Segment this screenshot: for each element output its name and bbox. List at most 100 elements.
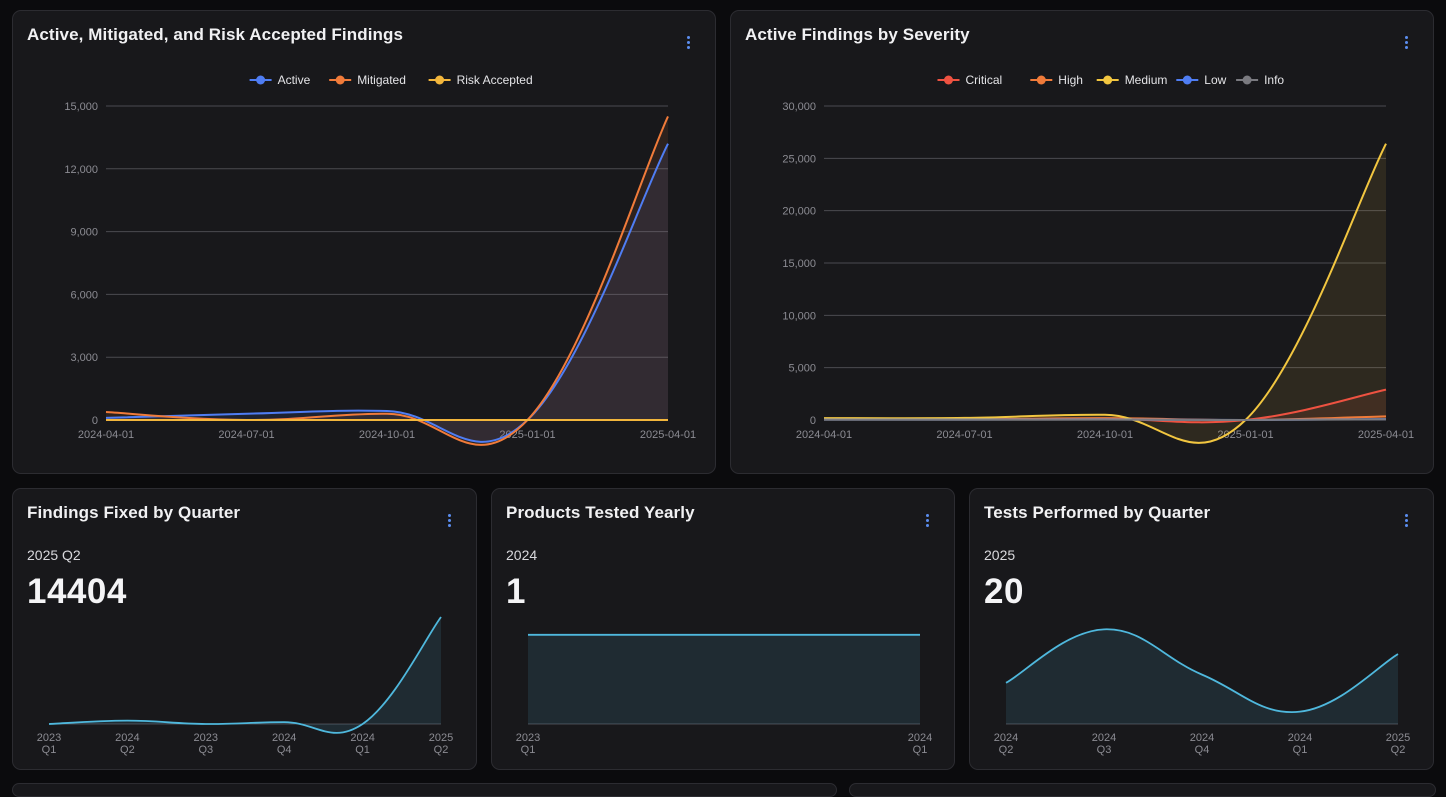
x-tick-year: 2024 [994,732,1018,744]
card-title: Tests Performed by Quarter [984,503,1211,522]
findings-status-card: Active, Mitigated, and Risk Accepted Fin… [12,10,716,474]
stat-period: 2024 [506,547,538,563]
y-tick-label: 5,000 [788,363,816,375]
x-tick-year: 2023 [516,732,540,744]
y-tick-label: 15,000 [64,101,98,113]
series-line-medium [823,143,1387,444]
legend-item-active: Active [249,73,311,87]
legend-swatch-dot [256,75,266,85]
legend-label: Medium [1125,73,1168,87]
x-tick-quarter: Q1 [1293,744,1308,756]
legend-label: High [1058,73,1083,87]
legend-item-mitigated: Mitigated [329,73,406,87]
x-tick-year: 2024 [272,732,296,744]
x-tick-year: 2024 [1288,732,1312,744]
x-tick-quarter: Q1 [913,744,928,756]
legend-swatch-dot [944,75,953,85]
sparkline-line [48,616,442,734]
y-tick-label: 15,000 [782,258,816,270]
legend-item-info: Info [1236,73,1284,87]
x-tick-quarter: Q1 [355,744,370,756]
findings-severity-chart: 0 5,000 10,000 15,000 20,000 25,000 30,000 2024… [782,73,1414,444]
legend-label: Info [1264,73,1284,87]
x-tick-label: 2025-04-01 [640,429,696,441]
sparkline-area [49,617,441,733]
legend-item-low: Low [1176,73,1227,87]
y-tick-label: 25,000 [782,153,816,165]
legend-item-risk-accepted: Risk Accepted [428,73,533,87]
x-tick-quarter: Q2 [434,744,449,756]
y-tick-label: 6,000 [70,289,98,301]
legend-swatch-dot [1242,75,1252,85]
x-tick-quarter: Q3 [1097,744,1112,756]
x-tick-year: 2024 [908,732,932,744]
x-tick-quarter: Q4 [277,744,292,756]
series-area-active [106,143,668,442]
series-area-medium [824,143,1386,443]
x-tick-year: 2024 [1092,732,1116,744]
products-tested-card: Products Tested Yearly 2024 1 2023 Q1 2024… [491,488,955,770]
y-tick-label: 30,000 [782,101,816,113]
next-card-edge [12,783,837,797]
y-tick-label: 0 [92,415,98,427]
x-tick-year: 2025 [429,732,453,744]
x-tick-quarter: Q1 [42,744,57,756]
legend-swatch-dot [435,75,445,85]
x-tick-quarter: Q2 [999,744,1014,756]
legend-swatch-dot [1036,75,1046,85]
x-tick-year: 2025 [1386,732,1410,744]
findings-severity-card: Active Findings by Severity 0 5,000 10,000… [730,10,1434,474]
stat-value: 20 [984,572,1024,611]
x-tick-quarter: Q2 [1391,744,1406,756]
sparkline-line [1005,628,1399,713]
stat-value: 1 [506,572,526,611]
x-tick-year: 2024 [350,732,374,744]
sparkline-area [1006,629,1398,724]
findings-fixed-card: Findings Fixed by Quarter 2025 Q2 14404 … [12,488,477,770]
card-title: Active Findings by Severity [745,25,970,44]
legend-label: Low [1204,73,1226,87]
y-tick-label: 0 [810,415,816,427]
card-title: Products Tested Yearly [506,503,695,522]
stat-period: 2025 Q2 [27,547,81,563]
findings-status-chart: 0 3,000 6,000 9,000 12,000 15,000 2024-04-01 20… [64,73,696,446]
stat-value: 14404 [27,572,127,611]
legend-item-high: High [1030,73,1083,87]
x-tick-label: 2024-07-01 [936,429,992,441]
kebab-menu-icon[interactable] [1399,511,1413,529]
legend-label: Risk Accepted [457,73,533,87]
x-tick-year: 2023 [37,732,61,744]
card-title: Findings Fixed by Quarter [27,503,241,522]
legend-swatch-dot [335,75,345,85]
kebab-menu-icon[interactable] [442,511,456,529]
kebab-menu-icon[interactable] [920,511,934,529]
legend-item-critical: Critical [937,73,1003,87]
x-tick-quarter: Q3 [198,744,213,756]
legend-label: Critical [966,73,1003,87]
x-tick-label: 2024-10-01 [1077,429,1133,441]
tests-performed-card: Tests Performed by Quarter 2025 20 2024 Q… [969,488,1434,770]
x-tick-year: 2023 [194,732,218,744]
x-tick-label: 2025-04-01 [1358,429,1414,441]
legend-swatch-dot [1182,75,1192,85]
legend-label: Active [278,73,311,87]
stat-period: 2025 [984,547,1016,563]
x-tick-label: 2024-10-01 [359,429,415,441]
series-line-info [823,418,1387,422]
x-tick-quarter: Q4 [1195,744,1210,756]
x-tick-year: 2024 [1190,732,1214,744]
y-tick-label: 20,000 [782,206,816,218]
y-tick-label: 9,000 [70,227,98,239]
kebab-menu-icon[interactable] [1399,33,1413,51]
kebab-menu-icon[interactable] [681,33,695,51]
x-tick-label: 2024-07-01 [218,429,274,441]
sparkline-area [528,634,920,724]
x-tick-quarter: Q2 [120,744,135,756]
legend-item-medium: Medium [1096,73,1168,87]
x-tick-label: 2024-04-01 [796,429,852,441]
x-tick-year: 2024 [115,732,139,744]
y-tick-label: 12,000 [64,164,98,176]
